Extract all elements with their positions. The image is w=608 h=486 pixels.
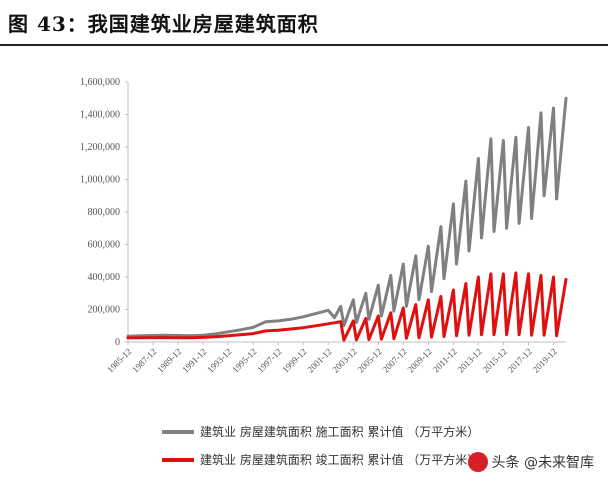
x-tick-label: 2001-12 xyxy=(305,346,333,374)
x-tick-label: 2015-12 xyxy=(481,346,509,374)
y-tick-label: 1,200,000 xyxy=(80,142,120,153)
y-tick-label: 400,000 xyxy=(88,272,121,283)
y-tick-label: 1,600,000 xyxy=(80,77,120,88)
y-tick-label: 600,000 xyxy=(88,240,121,251)
x-tick-label: 2005-12 xyxy=(355,346,383,374)
x-tick-label: 2007-12 xyxy=(380,346,408,374)
x-tick-label: 1987-12 xyxy=(130,346,158,374)
x-tick-label: 1991-12 xyxy=(180,346,208,374)
figure-title: 图 43：我国建筑业房屋建筑面积 xyxy=(8,11,319,36)
y-tick-label: 200,000 xyxy=(88,305,121,316)
y-tick-label: 800,000 xyxy=(88,207,121,218)
x-tick-label: 1989-12 xyxy=(155,346,183,374)
legend-label-completed-area: 建筑业 房屋建筑面积 竣工面积 累计值 （万平方米） xyxy=(200,452,479,467)
title-divider xyxy=(0,44,608,46)
x-tick-label: 2019-12 xyxy=(531,346,559,374)
legend-label-construction-area: 建筑业 房屋建筑面积 施工面积 累计值 （万平方米） xyxy=(200,424,479,439)
watermark-text: 头条 @未来智库 xyxy=(491,455,594,471)
x-tick-label: 2017-12 xyxy=(506,346,534,374)
y-tick-label: 0 xyxy=(115,337,120,348)
series-line-completed-area xyxy=(126,271,568,342)
x-tick-label: 2011-12 xyxy=(431,346,459,374)
x-tick-label: 1997-12 xyxy=(255,346,283,374)
x-tick-label: 2003-12 xyxy=(330,346,358,374)
x-tick-label: 1993-12 xyxy=(205,346,233,374)
figure-title-bar: 图 43：我国建筑业房屋建筑面积 xyxy=(0,0,608,44)
y-tick-label: 1,400,000 xyxy=(80,110,120,121)
x-tick-label: 1985-12 xyxy=(105,346,133,374)
y-tick-label: 1,000,000 xyxy=(80,175,120,186)
watermark: 头条 @未来智库 xyxy=(467,452,594,472)
x-tick-label: 2013-12 xyxy=(456,346,484,374)
toutiao-logo-icon xyxy=(467,452,488,472)
x-tick-label: 2009-12 xyxy=(405,346,433,374)
line-chart: 0 200,000 400,000 600,000 800,000 1,000,000 1,… xyxy=(80,77,568,467)
x-tick-label: 1999-12 xyxy=(280,346,308,374)
series-line-construction-area xyxy=(126,96,568,338)
x-tick-label: 1995-12 xyxy=(230,346,258,374)
